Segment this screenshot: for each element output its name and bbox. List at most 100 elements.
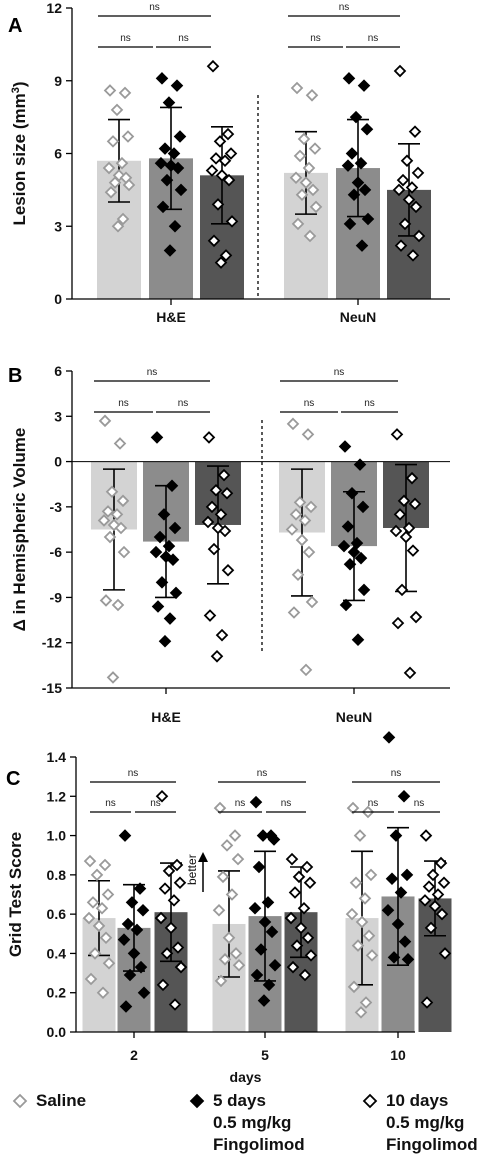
data-point-series3-group2 (300, 860, 314, 874)
data-point-series3-group1 (170, 858, 184, 872)
data-point-series2-group2 (345, 486, 359, 500)
data-point-series2-group2 (358, 183, 372, 197)
y-tick-label: 12 (46, 0, 62, 16)
data-point-series2-group2 (360, 122, 374, 136)
data-point-series3-group3 (422, 880, 436, 893)
data-point-series3-group1 (158, 882, 172, 895)
data-point-series1-group2 (220, 839, 234, 852)
y-tick-label: 6 (54, 146, 62, 162)
significance-label: ns (368, 33, 379, 44)
data-point-series3-group2 (303, 876, 317, 889)
y-axis-title-close: ) (10, 81, 29, 87)
data-point-series2-group3 (391, 917, 405, 931)
data-point-series2-group1 (168, 521, 182, 535)
significance-label: ns (150, 798, 161, 809)
significance-label: ns (364, 398, 375, 409)
data-point-series1-group2 (304, 500, 318, 514)
y-tick-label: 0.6 (47, 906, 67, 922)
y-tick-label: 3 (54, 218, 62, 234)
significance-label: ns (414, 798, 425, 809)
data-point-series2-group2 (268, 958, 282, 972)
data-point-series1-group3 (359, 996, 373, 1009)
data-point-series1-group1 (104, 186, 118, 199)
data-point-series1-group2 (214, 974, 228, 988)
legend-label: Fingolimod (386, 1135, 478, 1154)
data-point-series3-group2 (285, 852, 299, 866)
data-point-series3-group1 (160, 947, 174, 960)
data-point-series3-group2 (393, 64, 407, 78)
data-point-series3-group2 (400, 154, 414, 168)
data-point-series2-group3 (394, 886, 408, 899)
data-point-series3-group2 (394, 239, 408, 252)
data-point-series2-group2 (250, 968, 264, 982)
significance-label: ns (310, 33, 321, 44)
data-point-series1-group2 (225, 888, 239, 901)
significance-label: ns (105, 798, 116, 809)
data-point-series2-group3 (398, 935, 412, 948)
data-point-series1-group1 (102, 956, 116, 970)
data-point-series1-group1 (105, 485, 119, 499)
data-point-series2-group1 (170, 79, 184, 92)
data-point-series1-group1 (118, 86, 132, 100)
data-point-series3-group2 (412, 229, 426, 243)
significance-label: ns (178, 398, 189, 409)
data-point-series1-group2 (212, 903, 226, 917)
data-point-series3-group2 (390, 428, 404, 441)
data-point-series2-group2 (257, 994, 271, 1007)
data-point-series3-group2 (389, 524, 403, 538)
data-point-series1-group1 (92, 919, 106, 933)
data-point-series3-group2 (405, 181, 419, 194)
data-point-series2-group2 (347, 188, 361, 201)
data-point-series1-group2 (289, 508, 303, 521)
data-point-series3-group1 (156, 978, 170, 992)
significance-label: ns (178, 33, 189, 44)
data-point-series3-group2 (408, 497, 422, 511)
data-point-series1-group3 (362, 929, 376, 943)
data-point-series3-group2 (294, 921, 308, 935)
data-point-series1-group1 (115, 156, 129, 170)
data-point-series2-group1 (125, 896, 139, 909)
data-point-series1-group2 (216, 870, 230, 884)
data-point-series1-group2 (293, 149, 307, 163)
data-point-series2-group2 (248, 901, 262, 915)
data-point-series3-group2 (403, 666, 417, 680)
y-tick-label: 0.4 (47, 945, 67, 961)
data-point-series3-group3 (424, 921, 438, 935)
data-point-series1-group2 (295, 188, 309, 201)
data-point-series1-group2 (302, 161, 316, 175)
data-point-series3-group2 (297, 901, 311, 915)
data-point-series1-group3 (364, 868, 378, 882)
data-point-series1-group1 (106, 135, 120, 148)
data-point-series3-group2 (395, 583, 409, 597)
y-axis-title-text: Lesion size (mm (10, 93, 29, 225)
data-point-series2-group1 (137, 986, 151, 999)
data-point-series1-group1 (95, 901, 109, 915)
data-point-series1-group2 (295, 533, 309, 547)
data-point-series2-group2 (357, 583, 371, 597)
data-point-series2-group2 (256, 829, 270, 842)
data-point-series3-group1 (173, 876, 187, 889)
data-point-series3-group1 (174, 960, 188, 974)
legend-marker (362, 1093, 378, 1109)
legend-label: Saline (36, 1091, 86, 1110)
x-axis-title: days (230, 1069, 262, 1085)
data-point-series1-group3 (365, 949, 379, 962)
data-point-series2-group1 (162, 96, 176, 109)
y-axis-title-text: Grid Test Score (6, 832, 25, 957)
data-point-series1-group1 (86, 896, 100, 909)
data-point-series1-group3 (355, 915, 369, 929)
data-point-series3-group1 (205, 164, 219, 177)
data-point-series2-group2 (353, 458, 367, 471)
data-point-series1-group1 (97, 514, 111, 527)
data-point-series1-group3 (349, 876, 363, 889)
data-point-series3-group1 (215, 169, 229, 182)
data-point-series2-group2 (337, 539, 351, 553)
data-point-series2-group1 (150, 431, 164, 444)
legend-label: Fingolimod (213, 1135, 305, 1154)
legend-marker (189, 1093, 205, 1109)
data-point-series3-group2 (392, 183, 406, 197)
data-point-series1-group1 (102, 161, 116, 175)
data-point-series2-group1 (167, 147, 181, 160)
data-point-series3-group3 (419, 829, 433, 842)
data-point-series3-group2 (393, 508, 407, 521)
